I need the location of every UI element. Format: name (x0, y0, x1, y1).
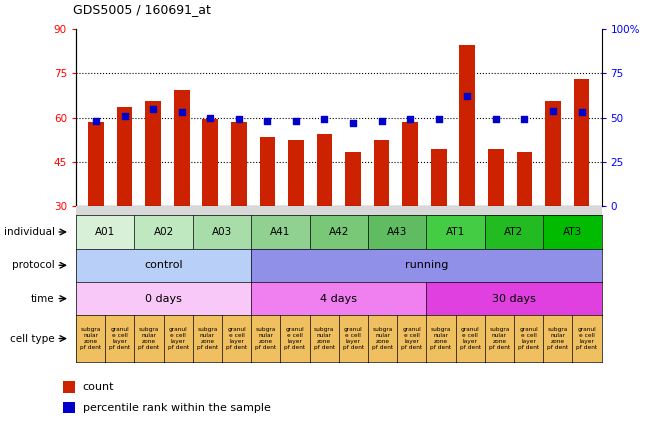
Point (319, 116, 330, 123)
Point (119, 112, 130, 119)
Point (576, 109, 587, 116)
Point (490, 116, 501, 123)
Bar (174, 90, 190, 206)
Text: protocol: protocol (12, 260, 55, 270)
Bar (403, 122, 418, 206)
Bar (288, 140, 304, 206)
Bar (117, 107, 132, 206)
Text: subgra
nular
zone
pf dent: subgra nular zone pf dent (255, 327, 276, 350)
Text: granul
e cell
layer
pf dent: granul e cell layer pf dent (109, 327, 130, 350)
Point (434, 116, 444, 123)
Point (376, 118, 387, 125)
Bar (459, 45, 475, 206)
Text: count: count (83, 382, 114, 392)
Point (348, 119, 358, 127)
Text: time: time (31, 293, 55, 304)
Bar (574, 79, 590, 206)
Text: granul
e cell
layer
pf dent: granul e cell layer pf dent (343, 327, 364, 350)
Text: granul
e cell
layer
pf dent: granul e cell layer pf dent (226, 327, 247, 350)
Text: control: control (144, 260, 183, 270)
Text: subgra
nular
zone
pf dent: subgra nular zone pf dent (372, 327, 393, 350)
Point (262, 118, 272, 125)
Text: 0 days: 0 days (145, 293, 182, 304)
Point (519, 116, 529, 123)
Text: granul
e cell
layer
pf dent: granul e cell layer pf dent (401, 327, 422, 350)
Point (91, 118, 101, 125)
Text: subgra
nular
zone
pf dent: subgra nular zone pf dent (430, 327, 451, 350)
Point (176, 109, 187, 116)
Text: percentile rank within the sample: percentile rank within the sample (83, 403, 270, 412)
Text: cell type: cell type (10, 333, 55, 344)
Bar (202, 119, 218, 206)
Point (291, 118, 301, 125)
Text: granul
e cell
layer
pf dent: granul e cell layer pf dent (168, 327, 189, 350)
Text: A02: A02 (153, 227, 174, 237)
Text: subgra
nular
zone
pf dent: subgra nular zone pf dent (547, 327, 568, 350)
Bar (373, 140, 389, 206)
Text: granul
e cell
layer
pf dent: granul e cell layer pf dent (518, 327, 539, 350)
Bar (516, 152, 532, 206)
Text: granul
e cell
layer
pf dent: granul e cell layer pf dent (576, 327, 598, 350)
Text: A03: A03 (212, 227, 232, 237)
Bar (145, 101, 161, 206)
Text: individual: individual (4, 227, 55, 237)
Text: subgra
nular
zone
pf dent: subgra nular zone pf dent (313, 327, 334, 350)
Text: subgra
nular
zone
pf dent: subgra nular zone pf dent (80, 327, 101, 350)
Text: granul
e cell
layer
pf dent: granul e cell layer pf dent (284, 327, 305, 350)
Bar (63, 402, 75, 413)
Text: A42: A42 (329, 227, 349, 237)
Text: subgra
nular
zone
pf dent: subgra nular zone pf dent (138, 327, 159, 350)
Text: subgra
nular
zone
pf dent: subgra nular zone pf dent (488, 327, 510, 350)
Bar (345, 152, 361, 206)
Text: subgra
nular
zone
pf dent: subgra nular zone pf dent (197, 327, 218, 350)
Text: A01: A01 (95, 227, 115, 237)
Text: granul
e cell
layer
pf dent: granul e cell layer pf dent (459, 327, 481, 350)
Point (148, 105, 159, 112)
Bar (545, 101, 561, 206)
Bar (63, 381, 75, 393)
Bar (260, 137, 275, 206)
Bar (88, 122, 104, 206)
Text: AT2: AT2 (504, 227, 524, 237)
Point (405, 116, 416, 123)
Text: running: running (405, 260, 448, 270)
Text: 30 days: 30 days (492, 293, 536, 304)
Point (462, 93, 473, 100)
Bar (231, 122, 247, 206)
Bar (488, 149, 504, 206)
Point (548, 107, 559, 114)
Bar (431, 149, 447, 206)
Text: 4 days: 4 days (321, 293, 357, 304)
Text: AT3: AT3 (563, 227, 582, 237)
Text: GDS5005 / 160691_at: GDS5005 / 160691_at (73, 3, 211, 16)
Text: AT1: AT1 (446, 227, 465, 237)
Text: A43: A43 (387, 227, 407, 237)
Bar (317, 134, 332, 206)
Point (233, 116, 244, 123)
Text: A41: A41 (270, 227, 291, 237)
Point (205, 114, 215, 121)
